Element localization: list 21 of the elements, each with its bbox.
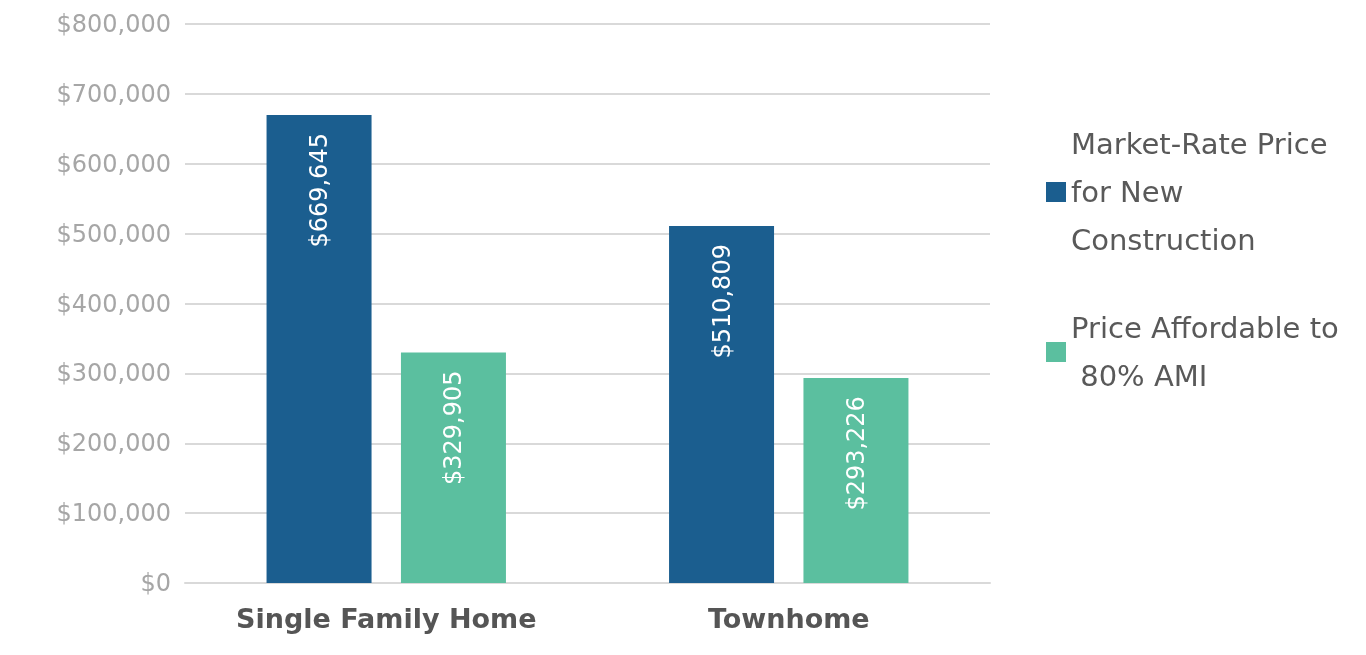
y-tick-label: $400,000	[56, 289, 171, 318]
y-tick-label: $600,000	[56, 149, 171, 178]
y-tick-label: $300,000	[56, 359, 171, 388]
data-label: $669,645	[305, 133, 334, 248]
data-label: $293,226	[841, 396, 870, 511]
y-tick-label: $0	[140, 569, 171, 597]
data-label: $329,905	[439, 370, 468, 485]
bar	[669, 226, 775, 583]
bar	[400, 352, 506, 583]
y-tick-label: $500,000	[56, 219, 171, 248]
y-tick-label: $700,000	[56, 79, 171, 108]
bar	[803, 378, 909, 583]
y-tick-label: $200,000	[56, 429, 171, 458]
x-tick-label: Townhome	[707, 603, 870, 634]
legend-label: Price Affordable to 80% AMI	[1071, 311, 1339, 393]
bar	[266, 115, 372, 583]
y-tick-label: $100,000	[56, 499, 171, 528]
data-label: $510,809	[707, 244, 736, 359]
x-tick-label: Single Family Home	[235, 603, 537, 634]
y-tick-label: $800,000	[56, 10, 171, 38]
legend-label: Market-Rate Price for New Construction	[1071, 127, 1337, 257]
